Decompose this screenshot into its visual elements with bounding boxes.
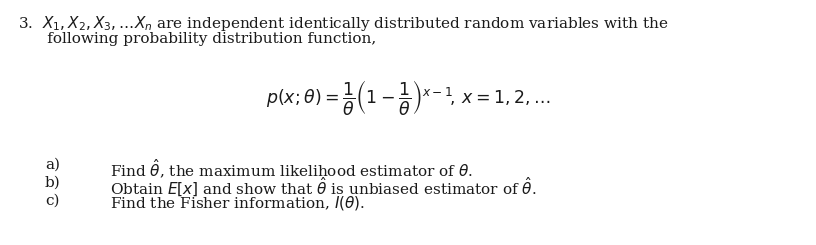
Text: Find $\hat{\theta}$, the maximum likelihood estimator of $\theta$.: Find $\hat{\theta}$, the maximum likelih… [110, 158, 473, 181]
Text: $p(x; \theta) = \dfrac{1}{\theta}\left(1 - \dfrac{1}{\theta}\right)^{x-1}\!,\, x: $p(x; \theta) = \dfrac{1}{\theta}\left(1… [266, 78, 550, 117]
Text: b): b) [45, 176, 60, 190]
Text: a): a) [45, 158, 60, 172]
Text: c): c) [45, 194, 60, 208]
Text: 3.  $X_1, X_2, X_3, \ldots X_n$ are independent identically distributed random v: 3. $X_1, X_2, X_3, \ldots X_n$ are indep… [18, 14, 668, 33]
Text: following probability distribution function,: following probability distribution funct… [18, 32, 376, 46]
Text: Obtain $E[x]$ and show that $\hat{\theta}$ is unbiased estimator of $\hat{\theta: Obtain $E[x]$ and show that $\hat{\theta… [110, 176, 536, 199]
Text: Find the Fisher information, $I(\theta)$.: Find the Fisher information, $I(\theta)$… [110, 194, 365, 212]
